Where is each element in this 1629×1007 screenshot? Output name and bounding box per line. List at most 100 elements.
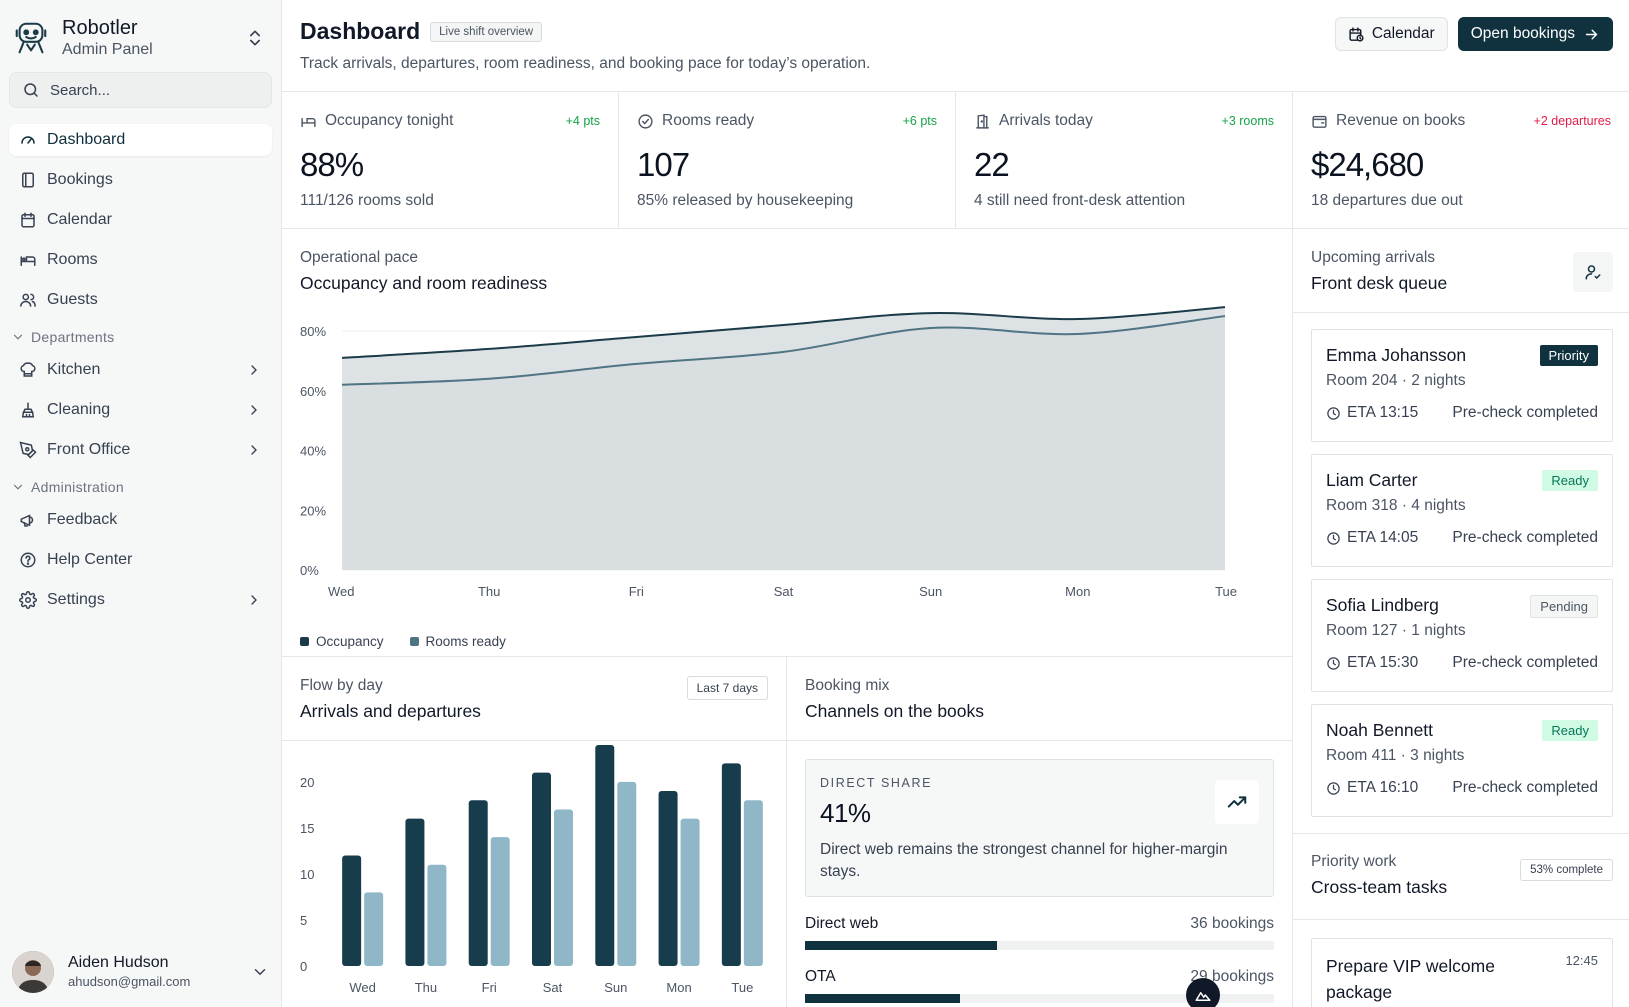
front-desk-panel: Upcoming arrivals Front desk queue Emma … [1293,229,1629,1007]
legend-label: Occupancy [316,634,384,649]
nav-item-bookings[interactable]: Bookings [9,164,272,196]
assign-guest-button[interactable] [1573,252,1613,292]
search-input[interactable] [50,81,250,99]
y-tick-label: 20% [300,503,326,518]
y-tick-label: 5 [300,913,307,928]
channel-bar [805,941,1274,950]
y-tick-label: 80% [300,324,326,339]
guest-card[interactable]: Noah Bennett Room 411 · 3 nights ETA 16:… [1311,704,1613,817]
stat-delta: +6 pts [902,114,937,128]
gauge-icon [21,136,35,144]
page-header: Dashboard Live shift overview Track arri… [282,0,1629,92]
live-badge: Live shift overview [430,21,543,42]
channel-count: 36 bookings [1190,915,1274,932]
guest-room: Room 411 · 3 nights [1326,747,1465,764]
progress-badge: 53% complete [1520,859,1613,881]
y-tick-label: 40% [300,444,326,459]
chevron-right-icon [251,365,257,375]
nav-item-settings[interactable]: Settings [9,584,272,616]
guest-name: Sofia Lindberg [1326,595,1439,615]
search-box[interactable] [9,72,272,108]
bar [595,745,615,966]
task-time: 12:45 [1565,953,1598,968]
occupancy-line [341,306,1226,359]
chevron-down-icon [13,334,23,340]
primary-nav: Dashboard Bookings Calendar Rooms Guests… [0,124,281,616]
nav-item-front-office[interactable]: Front Office [9,434,272,466]
nav-item-feedback[interactable]: Feedback [9,504,272,536]
brand-name: Robotler [62,17,138,39]
bar [721,763,741,966]
open-bookings-button[interactable]: Open bookings [1457,17,1613,51]
calendar-button-label: Calendar [1371,25,1435,42]
nav-label: Bookings [47,171,113,188]
nav-item-guests[interactable]: Guests [9,284,272,316]
stat-label: Arrivals today [999,112,1093,129]
x-tick-label: Wed [349,980,376,995]
status-badge: Ready [1542,470,1598,491]
chevron-right-icon [251,595,257,605]
trending-up-icon [1227,796,1247,808]
user-check-icon [1585,265,1601,280]
guest-note: Pre-check completed [1452,654,1598,671]
chevrons-up-down-icon [250,30,260,46]
nav-item-calendar[interactable]: Calendar [9,204,272,236]
panel-kicker: Upcoming arrivals [1311,249,1436,266]
nav-item-dashboard[interactable]: Dashboard [9,124,272,156]
stat-subtext: 85% released by housekeeping [637,192,854,209]
range-selector[interactable]: Last 7 days [686,676,768,700]
page-title: Dashboard [300,18,421,44]
stat-label: Revenue on books [1336,112,1466,129]
nav-label: Cleaning [47,401,111,418]
guest-note: Pre-check completed [1452,404,1598,421]
bar [532,772,551,966]
stat-card-arrivals: Arrivals today +3 rooms 22 4 still need … [956,92,1293,228]
section-departments[interactable]: Departments [9,326,272,348]
help-circle-icon [20,552,36,568]
nav-item-cleaning[interactable]: Cleaning [9,394,272,426]
calendar-button[interactable]: Calendar [1334,17,1448,51]
open-bookings-label: Open bookings [1470,25,1575,42]
legend-item-rooms-ready: Rooms ready [409,634,506,649]
nav-item-rooms[interactable]: Rooms [9,244,272,276]
nav-label: Kitchen [47,361,101,378]
nav-item-kitchen[interactable]: Kitchen [9,354,272,386]
floating-dev-button[interactable] [1186,978,1220,1007]
section-administration[interactable]: Administration [9,476,272,498]
status-badge: Pending [1530,595,1598,618]
section-label: Departments [31,329,115,345]
guest-room: Room 318 · 4 nights [1326,497,1466,514]
nav-label: Calendar [47,211,112,228]
status-badge: Priority [1539,345,1598,366]
direct-share-value: 41% [820,798,871,828]
megaphone-icon [20,514,34,527]
user-menu[interactable]: Aiden Hudson ahudson@gmail.com [0,937,281,1007]
guest-card[interactable]: Sofia Lindberg Room 127 · 1 nights ETA 1… [1311,579,1613,692]
channel-bar-fill [805,994,960,1003]
x-tick-label: Tue [1215,584,1237,599]
x-tick-label: Fri [482,980,497,995]
bar [468,800,488,966]
clock-icon [1327,406,1340,420]
nav-item-help-center[interactable]: Help Center [9,544,272,576]
task-card[interactable]: Prepare VIP welcome package 12:45 [1311,938,1613,1007]
x-tick-label: Fri [629,584,644,599]
nav-label: Help Center [47,551,133,568]
brand-switcher[interactable]: Robotler Admin Panel [0,0,281,64]
bar [658,791,678,966]
clock-icon [1327,781,1340,795]
bar [680,818,700,966]
channel-direct-web: Direct web 36 bookings [805,915,1274,950]
avatar [12,951,54,993]
page-subtitle: Track arrivals, departures, room readine… [300,55,871,72]
arrow-right-icon [1585,29,1598,39]
stat-subtext: 4 still need front-desk attention [974,192,1186,209]
guest-card[interactable]: Liam Carter Room 318 · 4 nights ETA 14:0… [1311,454,1613,567]
guest-card[interactable]: Emma Johansson Room 204 · 2 nights ETA 1… [1311,329,1613,442]
task-title: Prepare VIP welcome package [1326,956,1495,1002]
y-tick-label: 0% [300,563,319,578]
guest-eta: ETA 15:30 [1347,654,1419,671]
stat-delta: +3 rooms [1221,114,1274,128]
user-name: Aiden Hudson [68,954,169,971]
section-label: Administration [31,479,124,495]
